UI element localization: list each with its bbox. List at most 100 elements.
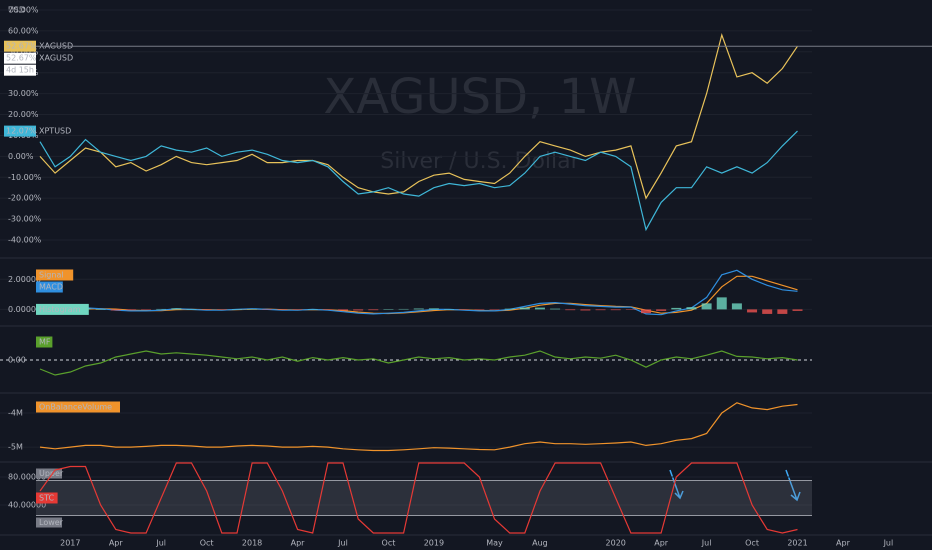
band-label-box [36,468,62,479]
histogram-bar [428,308,439,310]
histogram-bar [398,308,409,310]
price-tag: 12.07% [6,127,37,136]
x-tick-label: 2021 [787,539,807,548]
y-tick-label: 40.00000 [8,501,46,510]
histogram-bar [125,309,136,311]
y-tick-label: 0.00% [8,152,34,161]
x-tick-label: Apr [109,539,124,548]
x-tick-label: Jul [337,539,348,548]
histogram-bar [247,308,258,310]
price-tag-box [4,125,36,137]
histogram-bar [762,309,773,314]
legend-box [36,281,63,293]
price-tag-box [4,40,36,52]
pane-separators [0,257,932,536]
histogram-bar [95,309,106,310]
y-tick-label: 2.00000 [8,275,41,284]
histogram-bar [565,309,576,311]
x-tick-label: 2018 [242,539,262,548]
legend-label: MACD [39,283,63,292]
x-tick-label: Jul [883,539,894,548]
histogram-bar [201,309,212,310]
countdown: 4d 15h [6,66,34,75]
x-tick-label: 2017 [60,539,80,548]
x-tick-label: Oct [382,539,396,548]
histogram-bar [171,308,182,310]
histogram-bar [610,309,621,311]
histogram-bar [504,308,515,310]
histogram-bar [580,309,591,311]
series-line [39,462,798,534]
histogram-bar [731,303,742,310]
y-tick-label: -4M [8,409,23,418]
y-tick-label: -20.00% [8,194,42,203]
x-tick-label: Jul [155,539,166,548]
band-label: Upper [39,469,64,478]
histogram-bar [444,309,455,310]
histogram-bar [534,307,545,310]
y-tick-label: 0.00000 [8,305,41,314]
histogram-bar [550,308,561,310]
histogram-bar [474,309,485,310]
price-tag: 52.67% [6,42,37,51]
histogram-bar [777,309,788,314]
y-tick-label: 60.00% [8,26,39,35]
series-line [39,32,798,200]
watermark-subtitle: Silver / U.S. Dollar [380,149,580,174]
histogram-bar [231,309,242,310]
histogram-bar [277,309,288,310]
x-tick-label: Oct [745,539,759,548]
histogram-bar [186,309,197,310]
x-tick-label: Apr [836,539,851,548]
histogram-bar [141,309,152,310]
price-tag-box [4,52,36,64]
countdown-box [4,64,36,76]
legend-box [36,269,74,281]
price-tag: 52.67% [6,54,37,63]
y-tick-label: 70.00% [8,5,39,14]
histogram-bar [595,309,606,311]
y-tick-label: -30.00% [8,215,42,224]
series-name: XPTUSD [39,127,71,136]
x-tick-label: Jul [701,539,712,548]
histogram-bar [641,309,651,314]
histogram-bar [792,309,803,311]
histogram-bar [686,307,697,310]
legend-label: OnBalanceVolume [39,403,112,412]
band-label: Lower [39,518,64,527]
legend-box [36,401,120,413]
histogram-bar [489,309,500,310]
series-line [39,130,798,232]
histogram-bar [338,309,348,311]
histogram-bar [322,309,333,310]
legend-box [36,492,58,504]
x-tick-label: 2019 [424,539,444,548]
histogram-bar [353,309,364,311]
histogram-bar [459,309,470,310]
x-tick-label: Aug [532,539,548,548]
x-tick-label: May [486,539,503,548]
histogram-bar [625,309,636,310]
series-line [39,402,798,452]
x-tick-label: Apr [291,539,306,548]
histogram-bar [519,307,530,310]
band-label-box [36,517,62,528]
histogram-bar [701,303,712,310]
y-tick-label: 50.00% [8,47,39,56]
histogram-bar [716,297,727,310]
y-tick-label: -10.00% [8,173,42,182]
histogram-bar [368,309,379,311]
legend-label: STC [39,494,54,503]
series-line [39,269,798,316]
x-tick-label: Apr [654,539,669,548]
y-tick-label: 0.00 [8,356,26,365]
histogram-bar [671,307,682,310]
y-tick-label: 80.00000 [8,473,46,482]
histogram-bar [262,309,273,310]
legend-box [36,336,53,348]
histogram-bar [307,309,318,310]
histogram-bar [656,309,667,311]
histogram-bar [292,309,303,310]
